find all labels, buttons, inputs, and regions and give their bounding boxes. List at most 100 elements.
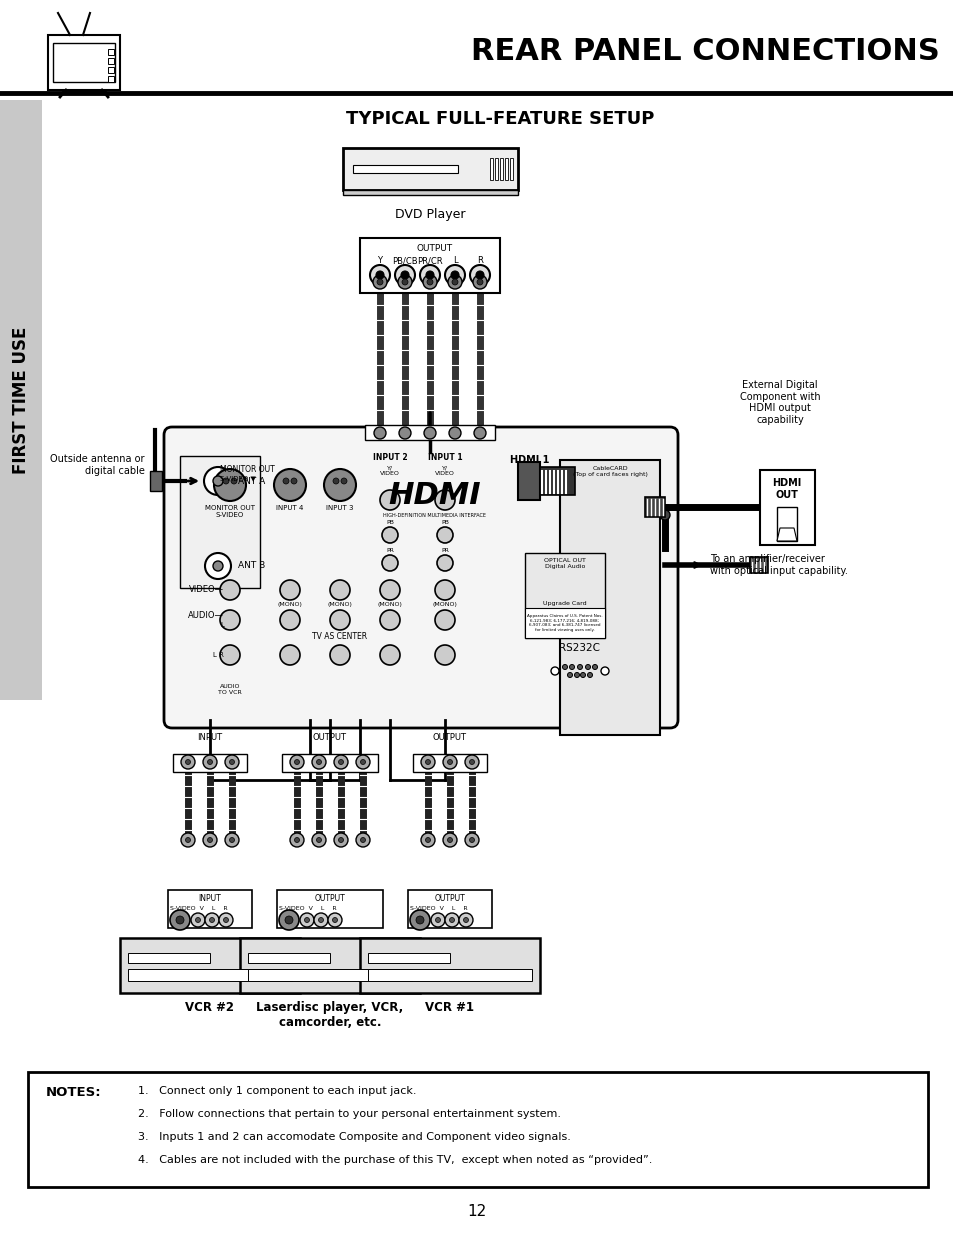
Text: PR: PR [440,548,449,553]
FancyBboxPatch shape [240,939,419,993]
Text: (MONO): (MONO) [277,601,302,606]
Circle shape [290,832,304,847]
Circle shape [410,910,430,930]
Circle shape [185,837,191,842]
Text: HDMI 1: HDMI 1 [510,454,549,466]
Circle shape [379,580,399,600]
Circle shape [204,467,232,495]
Circle shape [469,760,474,764]
FancyBboxPatch shape [413,755,486,772]
Circle shape [208,760,213,764]
Text: MONITOR OUT: MONITOR OUT [220,466,274,474]
Circle shape [562,664,567,669]
Circle shape [435,918,440,923]
Text: OUTPUT: OUTPUT [435,894,465,903]
Circle shape [220,580,240,600]
Circle shape [225,832,239,847]
Text: AUDIO
TO VCR: AUDIO TO VCR [218,684,242,695]
Text: VCR #2: VCR #2 [185,1002,234,1014]
Circle shape [420,755,435,769]
Circle shape [449,427,460,438]
Circle shape [442,755,456,769]
Circle shape [419,266,439,285]
Circle shape [338,760,343,764]
FancyBboxPatch shape [108,58,113,64]
Circle shape [474,427,485,438]
Circle shape [400,270,409,279]
FancyBboxPatch shape [510,158,513,180]
Text: OUTPUT: OUTPUT [416,245,453,253]
Circle shape [324,469,355,501]
FancyBboxPatch shape [368,969,532,981]
Circle shape [294,837,299,842]
FancyBboxPatch shape [368,953,450,963]
Circle shape [401,279,408,285]
Circle shape [223,478,229,484]
Circle shape [569,664,574,669]
Text: PB/CB: PB/CB [392,256,417,266]
Circle shape [330,610,350,630]
Circle shape [312,832,326,847]
Circle shape [223,918,229,923]
Circle shape [659,510,669,520]
FancyBboxPatch shape [108,77,113,82]
Circle shape [360,760,365,764]
Circle shape [299,913,314,927]
Text: OUTPUT: OUTPUT [313,734,347,742]
Circle shape [213,561,223,571]
Text: External Digital
Component with
HDMI output
capability: External Digital Component with HDMI out… [739,380,820,425]
Circle shape [355,755,370,769]
FancyBboxPatch shape [495,158,497,180]
Circle shape [205,913,219,927]
Text: RS232C: RS232C [558,643,599,653]
Circle shape [435,645,455,664]
Text: ANT A: ANT A [237,477,265,485]
Circle shape [567,673,572,678]
Circle shape [219,913,233,927]
Circle shape [600,667,608,676]
Circle shape [452,279,457,285]
Circle shape [427,279,433,285]
Circle shape [448,275,461,289]
Text: OUTPUT: OUTPUT [433,734,467,742]
Text: Outside antenna or
digital cable: Outside antenna or digital cable [51,454,145,475]
Circle shape [447,760,452,764]
FancyBboxPatch shape [53,43,115,82]
Circle shape [360,837,365,842]
Circle shape [333,478,338,484]
Text: 2.   Follow connections that pertain to your personal entertainment system.: 2. Follow connections that pertain to yo… [138,1109,560,1119]
Circle shape [379,490,399,510]
Circle shape [338,837,343,842]
FancyBboxPatch shape [48,35,120,90]
FancyBboxPatch shape [749,557,767,573]
FancyBboxPatch shape [108,67,113,73]
Circle shape [203,832,216,847]
Circle shape [397,275,412,289]
Circle shape [435,580,455,600]
Circle shape [435,610,455,630]
Circle shape [181,755,194,769]
Text: INPUT 3: INPUT 3 [326,505,354,511]
Text: L: L [220,622,224,629]
Circle shape [381,527,397,543]
Circle shape [463,918,468,923]
FancyBboxPatch shape [499,158,502,180]
Text: CableCARD
(Top of card faces right): CableCARD (Top of card faces right) [572,466,647,477]
Circle shape [230,837,234,842]
FancyBboxPatch shape [524,608,604,638]
Text: PR/CR: PR/CR [416,256,442,266]
FancyBboxPatch shape [504,158,507,180]
FancyBboxPatch shape [128,953,210,963]
FancyBboxPatch shape [164,427,678,727]
Circle shape [328,913,341,927]
Text: 1.   Connect only 1 component to each input jack.: 1. Connect only 1 component to each inpu… [138,1086,416,1095]
Text: TYPICAL FULL-FEATURE SETUP: TYPICAL FULL-FEATURE SETUP [345,110,654,128]
Text: AUDIO—: AUDIO— [188,610,224,620]
Circle shape [312,755,326,769]
Text: (MONO): (MONO) [377,601,402,606]
Circle shape [213,469,246,501]
Circle shape [376,279,382,285]
Circle shape [191,913,205,927]
Text: 4.   Cables are not included with the purchase of this TV,  except when noted as: 4. Cables are not included with the purc… [138,1155,652,1165]
Circle shape [398,427,411,438]
